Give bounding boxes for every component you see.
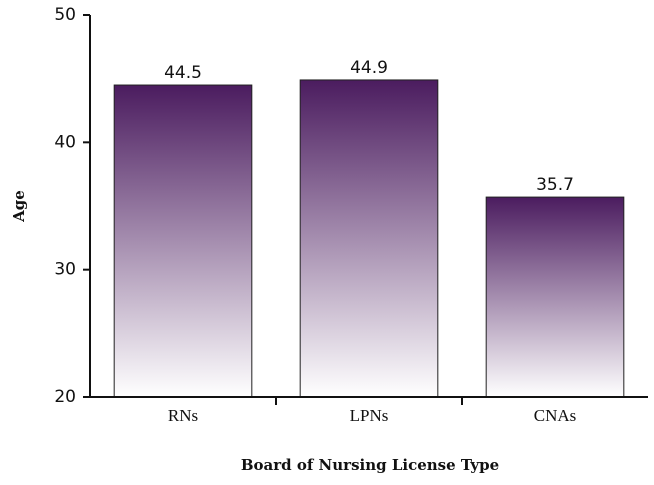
data-label: 44.9 <box>350 58 388 78</box>
x-tick-label: CNAs <box>534 406 577 425</box>
y-tick-label: 40 <box>54 132 76 152</box>
bar <box>299 79 439 398</box>
y-tick-label: 30 <box>54 260 76 280</box>
y-tick-label: 20 <box>54 387 76 407</box>
y-axis-title: Age <box>10 190 28 223</box>
x-axis-title: Board of Nursing License Type <box>241 456 499 474</box>
x-tick-label: LPNs <box>350 406 389 425</box>
data-label: 44.5 <box>164 63 202 83</box>
bar <box>113 84 253 398</box>
data-label: 35.7 <box>536 175 574 195</box>
bar <box>485 196 625 398</box>
x-tick-label: RNs <box>168 406 198 425</box>
y-tick-label: 50 <box>54 5 76 25</box>
